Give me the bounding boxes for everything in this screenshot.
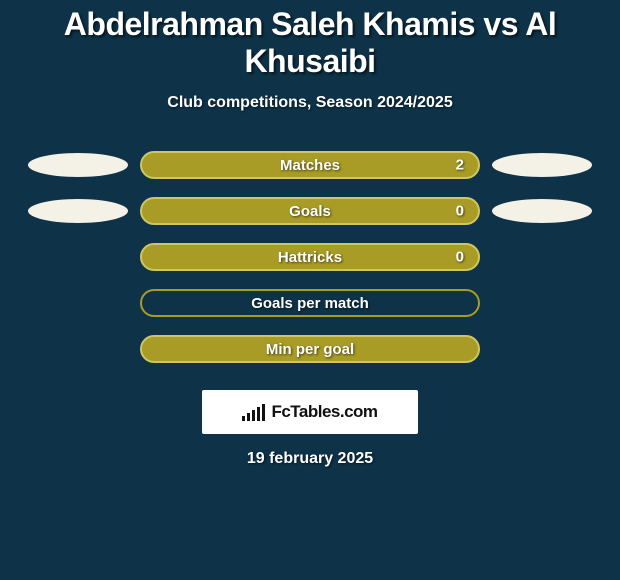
bars-icon — [242, 403, 265, 421]
source-brand: FcTables.com — [271, 402, 377, 422]
footer-date: 19 february 2025 — [0, 450, 620, 468]
source-badge: FcTables.com — [202, 390, 418, 434]
stat-value: 2 — [456, 157, 464, 174]
stat-row: Hattricks 0 — [0, 234, 620, 280]
stat-row: Min per goal — [0, 326, 620, 372]
stat-bar-goals-per-match: Goals per match — [140, 289, 480, 317]
stat-label: Goals per match — [251, 295, 369, 312]
stat-label: Hattricks — [278, 249, 342, 266]
stat-row: Goals per match — [0, 280, 620, 326]
player2-marker — [492, 153, 592, 177]
player1-marker — [28, 153, 128, 177]
stat-bar-goals: Goals 0 — [140, 197, 480, 225]
stat-bar-matches: Matches 2 — [140, 151, 480, 179]
page-subtitle: Club competitions, Season 2024/2025 — [0, 94, 620, 112]
stat-value: 0 — [456, 203, 464, 220]
player2-marker — [492, 199, 592, 223]
stat-row: Goals 0 — [0, 188, 620, 234]
stat-label: Matches — [280, 157, 340, 174]
stat-value: 0 — [456, 249, 464, 266]
stat-bar-hattricks: Hattricks 0 — [140, 243, 480, 271]
stat-label: Goals — [289, 203, 331, 220]
stat-row: Matches 2 — [0, 142, 620, 188]
stat-bar-min-per-goal: Min per goal — [140, 335, 480, 363]
page-title: Abdelrahman Saleh Khamis vs Al Khusaibi — [0, 0, 620, 80]
stat-rows: Matches 2 Goals 0 Hattricks 0 Goals — [0, 142, 620, 372]
infographic-root: Abdelrahman Saleh Khamis vs Al Khusaibi … — [0, 0, 620, 580]
stat-label: Min per goal — [266, 341, 354, 358]
player1-marker — [28, 199, 128, 223]
